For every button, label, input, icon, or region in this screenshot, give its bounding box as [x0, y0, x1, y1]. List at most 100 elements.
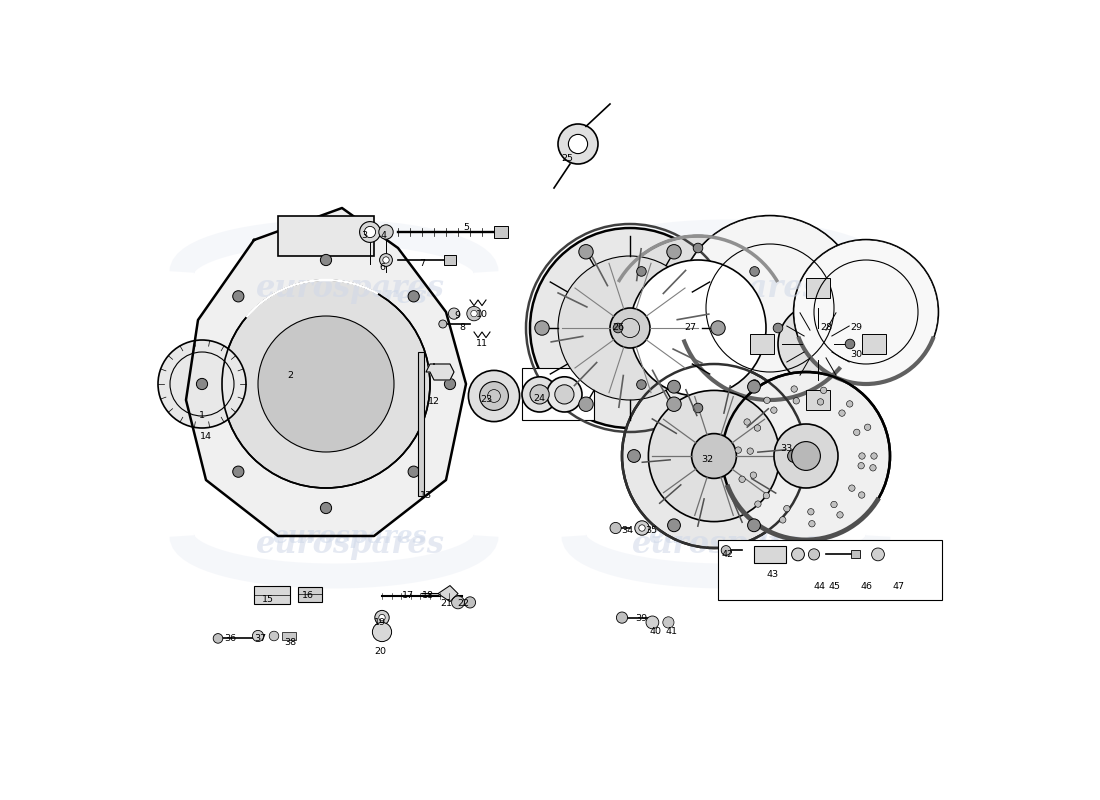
Circle shape: [854, 429, 860, 435]
Bar: [806, 390, 830, 410]
Circle shape: [252, 630, 264, 642]
Circle shape: [628, 450, 640, 462]
Text: 9: 9: [454, 311, 460, 321]
Text: 46: 46: [861, 582, 872, 591]
Circle shape: [373, 622, 392, 642]
Text: 34: 34: [621, 526, 634, 535]
Circle shape: [668, 519, 681, 532]
Circle shape: [774, 424, 838, 488]
Circle shape: [744, 419, 750, 426]
Polygon shape: [186, 208, 466, 536]
Circle shape: [750, 380, 759, 390]
Text: 43: 43: [767, 570, 779, 579]
Text: eurospares: eurospares: [649, 284, 803, 308]
Circle shape: [648, 390, 780, 522]
Circle shape: [739, 476, 746, 482]
Text: 37: 37: [254, 634, 266, 643]
Circle shape: [865, 424, 871, 430]
Circle shape: [535, 321, 549, 335]
Circle shape: [830, 502, 837, 508]
Text: 41: 41: [666, 626, 678, 636]
Circle shape: [780, 517, 785, 523]
Circle shape: [466, 306, 481, 321]
Circle shape: [637, 380, 646, 390]
Text: eurospares: eurospares: [631, 529, 821, 559]
Text: 29: 29: [850, 323, 862, 333]
Circle shape: [747, 448, 754, 454]
Text: eurospares: eurospares: [255, 273, 444, 303]
Circle shape: [530, 228, 730, 428]
Circle shape: [158, 340, 246, 428]
Circle shape: [464, 597, 475, 608]
Circle shape: [558, 124, 598, 164]
Text: 10: 10: [476, 310, 488, 319]
Circle shape: [807, 509, 814, 515]
Bar: [850, 550, 860, 558]
Circle shape: [233, 466, 244, 478]
Polygon shape: [422, 586, 458, 602]
Circle shape: [364, 226, 375, 238]
Text: 35: 35: [646, 526, 658, 535]
Circle shape: [808, 549, 820, 560]
Circle shape: [837, 512, 844, 518]
Text: 36: 36: [224, 634, 236, 643]
Circle shape: [378, 614, 385, 621]
Circle shape: [530, 385, 549, 404]
Circle shape: [471, 310, 477, 317]
Text: 24: 24: [534, 394, 546, 403]
Text: 26: 26: [612, 323, 624, 333]
Bar: [278, 216, 374, 256]
Circle shape: [449, 308, 460, 319]
Circle shape: [748, 380, 760, 393]
Circle shape: [439, 320, 447, 328]
Bar: [444, 255, 455, 265]
Circle shape: [320, 254, 331, 266]
Circle shape: [452, 596, 464, 609]
Circle shape: [606, 236, 790, 420]
Circle shape: [639, 525, 646, 531]
Text: 17: 17: [402, 591, 414, 601]
Bar: [862, 334, 886, 354]
Text: 5: 5: [463, 223, 469, 233]
Circle shape: [616, 612, 628, 623]
Text: 33: 33: [780, 443, 792, 453]
Circle shape: [773, 323, 783, 333]
Circle shape: [693, 403, 703, 413]
Bar: [750, 334, 774, 354]
Bar: [418, 352, 425, 496]
Text: 15: 15: [263, 594, 274, 604]
Circle shape: [378, 225, 393, 239]
Text: 7: 7: [419, 259, 425, 269]
Circle shape: [783, 506, 790, 512]
Circle shape: [610, 522, 621, 534]
Text: 22: 22: [458, 599, 470, 609]
Text: eurospares: eurospares: [273, 524, 428, 548]
Text: 25: 25: [562, 154, 573, 163]
Text: 6: 6: [379, 263, 385, 273]
Text: 32: 32: [702, 455, 714, 465]
Circle shape: [821, 387, 827, 394]
Circle shape: [722, 546, 730, 555]
Circle shape: [750, 266, 759, 276]
Circle shape: [755, 501, 761, 507]
Circle shape: [788, 450, 801, 462]
Polygon shape: [426, 364, 454, 380]
Text: 39: 39: [635, 614, 647, 623]
Circle shape: [646, 616, 659, 629]
Text: eurospares: eurospares: [255, 529, 444, 559]
Circle shape: [849, 485, 855, 491]
Circle shape: [871, 453, 877, 459]
Bar: [718, 540, 942, 600]
Text: 1: 1: [199, 411, 205, 421]
Circle shape: [637, 266, 646, 276]
Text: 42: 42: [722, 550, 734, 559]
Text: 11: 11: [476, 339, 488, 349]
Text: 2: 2: [287, 371, 293, 381]
Text: 21: 21: [440, 599, 452, 609]
Circle shape: [613, 323, 623, 333]
Circle shape: [469, 370, 519, 422]
Text: 16: 16: [302, 591, 315, 601]
Circle shape: [197, 378, 208, 390]
Circle shape: [668, 380, 681, 393]
Circle shape: [692, 434, 736, 478]
